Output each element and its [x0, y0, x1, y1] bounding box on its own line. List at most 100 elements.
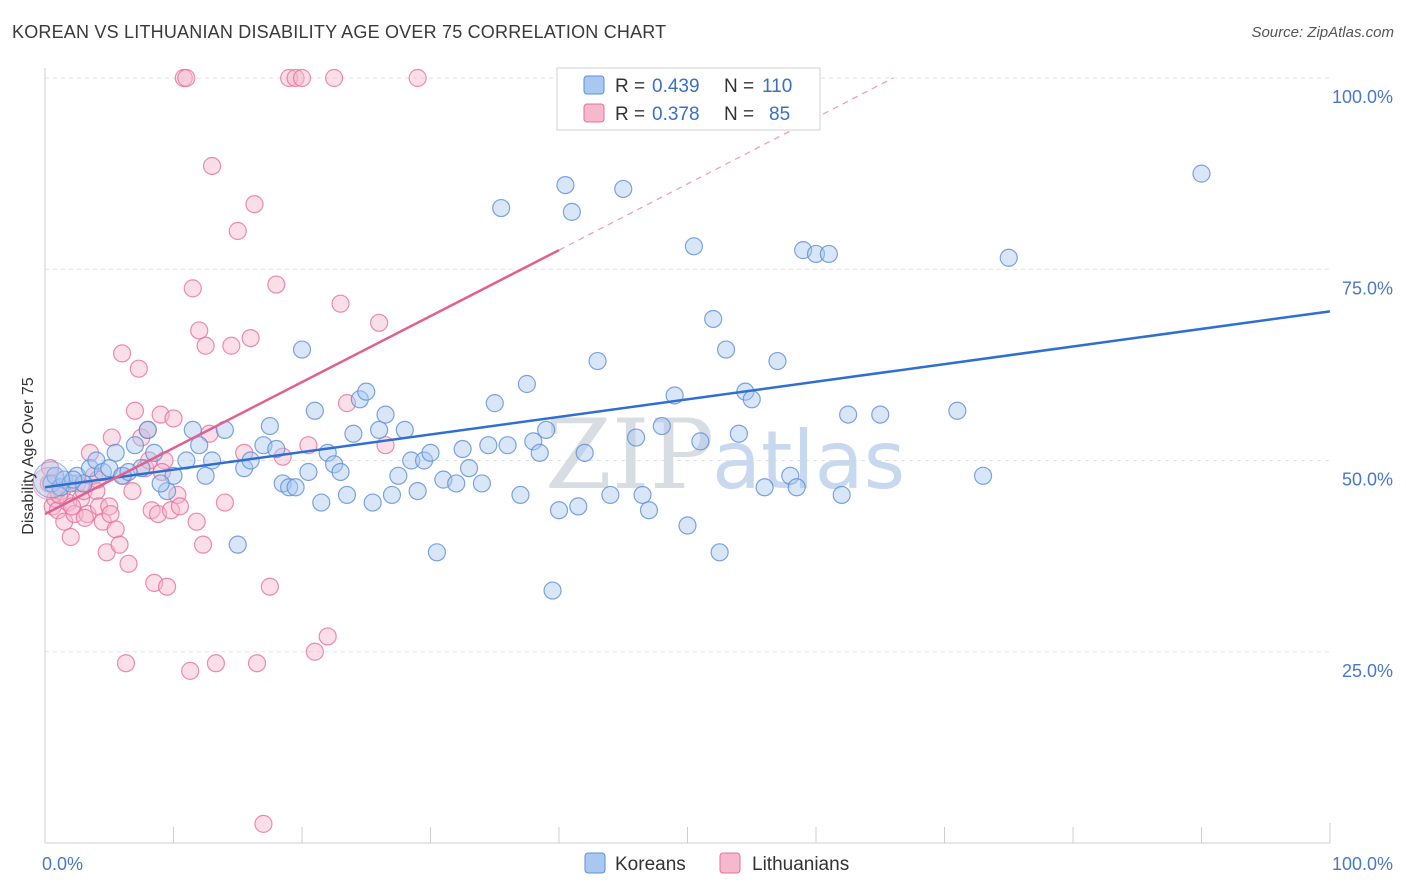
lithuanian-point-69 — [318, 627, 337, 646]
legend-swatch-korean — [583, 75, 605, 95]
watermark-zip: ZIP — [545, 399, 714, 511]
korean-point-33 — [292, 340, 312, 359]
korean-point-78 — [633, 485, 652, 505]
korean-point-44 — [363, 493, 382, 512]
y-tick-label-1: 50.0% — [1342, 470, 1393, 490]
korean-point-47 — [389, 466, 408, 485]
lithuanian-point-39 — [164, 409, 183, 428]
korean-point-73 — [575, 443, 594, 462]
lithuanian-point-49 — [196, 336, 215, 355]
lithuanian-point-51 — [202, 156, 222, 176]
legend-n-value-1: 85 — [769, 104, 790, 125]
korean-point-70 — [556, 176, 575, 195]
lithuanian-point-57 — [241, 329, 260, 348]
x-tick-labels: 0.0% 100.0% — [42, 854, 1393, 874]
bottom-legend-lithuanian: Lithuanians — [752, 854, 849, 875]
lithuanian-point-68 — [305, 642, 324, 661]
korean-points — [32, 164, 1211, 600]
bottom-legend-korean: Koreans — [615, 854, 686, 875]
bottom-legend: Koreans Lithuanians — [584, 852, 849, 875]
lithuanian-point-21 — [106, 520, 125, 539]
lithuanian-point-75 — [408, 68, 427, 88]
lithuanian-point-54 — [222, 336, 241, 355]
trend-lines — [44, 77, 1331, 516]
korean-cluster-point — [32, 461, 70, 499]
korean-point-88 — [729, 424, 749, 443]
korean-point-68 — [543, 581, 562, 600]
lithuanian-points — [32, 68, 427, 833]
legend-swatch-lithuanian — [583, 103, 605, 123]
korean-point-77 — [626, 428, 646, 447]
korean-point-15 — [138, 420, 157, 439]
lithuanian-point-60 — [254, 814, 273, 833]
lithuanian-point-47 — [190, 321, 209, 340]
korean-trend-line — [44, 310, 1331, 489]
korean-point-100 — [871, 405, 890, 424]
korean-point-76 — [614, 179, 633, 199]
legend-n-value-0: 110 — [762, 76, 792, 97]
lithuanian-point-20 — [102, 428, 121, 447]
x-tick-label-1: 100.0% — [1332, 854, 1393, 874]
korean-point-102 — [973, 466, 993, 485]
korean-point-43 — [357, 382, 376, 401]
korean-point-97 — [819, 244, 838, 264]
lithuanian-point-65 — [286, 68, 305, 88]
korean-point-56 — [453, 439, 472, 459]
y-tick-label-2: 75.0% — [1342, 278, 1393, 298]
lithuanian-point-48 — [193, 535, 213, 554]
lithuanian-point-70 — [325, 68, 344, 88]
korean-point-41 — [344, 424, 363, 443]
korean-point-82 — [678, 516, 697, 535]
korean-point-52 — [421, 443, 440, 462]
korean-point-53 — [427, 543, 447, 562]
lithuanian-point-38 — [161, 501, 181, 520]
korean-point-72 — [569, 497, 588, 516]
lithuanian-point-66 — [292, 68, 312, 88]
lithuanian-point-52 — [206, 654, 226, 673]
lithuanian-point-55 — [228, 221, 247, 241]
korean-point-39 — [331, 462, 350, 482]
korean-point-29 — [267, 439, 286, 459]
lithuanian-point-37 — [157, 577, 177, 596]
korean-point-40 — [337, 485, 357, 505]
korean-point-107 — [151, 474, 170, 493]
korean-point-60 — [485, 394, 504, 413]
lithuanian-point-25 — [119, 554, 138, 573]
korean-point-104 — [1192, 164, 1211, 183]
korean-point-11 — [106, 443, 125, 462]
korean-point-85 — [704, 309, 723, 329]
korean-point-108 — [190, 436, 209, 455]
lithuanian-point-41 — [170, 497, 190, 516]
watermark-atlas: atlas — [712, 414, 905, 507]
lithuanian-point-43 — [177, 68, 196, 88]
korean-point-99 — [839, 405, 858, 424]
korean-point-96 — [806, 244, 826, 264]
lithuanian-point-58 — [245, 195, 264, 214]
source-label: Source: ZipAtlas.com — [1251, 24, 1394, 41]
korean-point-36 — [312, 493, 331, 512]
legend-r-value-1: 0.378 — [652, 104, 700, 125]
legend-n-label-1: N = — [724, 104, 754, 125]
korean-point-28 — [260, 416, 279, 436]
korean-point-75 — [601, 485, 620, 505]
korean-point-103 — [999, 248, 1018, 267]
korean-point-101 — [948, 401, 967, 420]
korean-point-69 — [549, 501, 569, 520]
korean-point-87 — [716, 340, 736, 359]
lithuanian-point-79 — [75, 508, 94, 527]
legend-r-value-0: 0.439 — [652, 76, 700, 97]
lithuanian-point-23 — [112, 344, 132, 363]
lithuanian-trend-extension — [558, 77, 894, 251]
korean-point-46 — [382, 485, 402, 505]
lithuanian-point-46 — [187, 512, 206, 531]
legend: R = 0.439 N = 110 R = 0.378 N = 85 — [556, 67, 821, 131]
korean-point-59 — [479, 436, 498, 455]
lithuanian-point-64 — [280, 68, 299, 88]
lithuanian-point-40 — [168, 485, 187, 505]
korean-point-21 — [196, 466, 215, 485]
axes — [44, 68, 1331, 844]
lithuanian-point-45 — [183, 279, 202, 298]
legend-r-label-0: R = — [615, 76, 645, 97]
korean-point-79 — [639, 501, 659, 520]
y-axis-title: Disability Age Over 75 — [20, 377, 37, 535]
